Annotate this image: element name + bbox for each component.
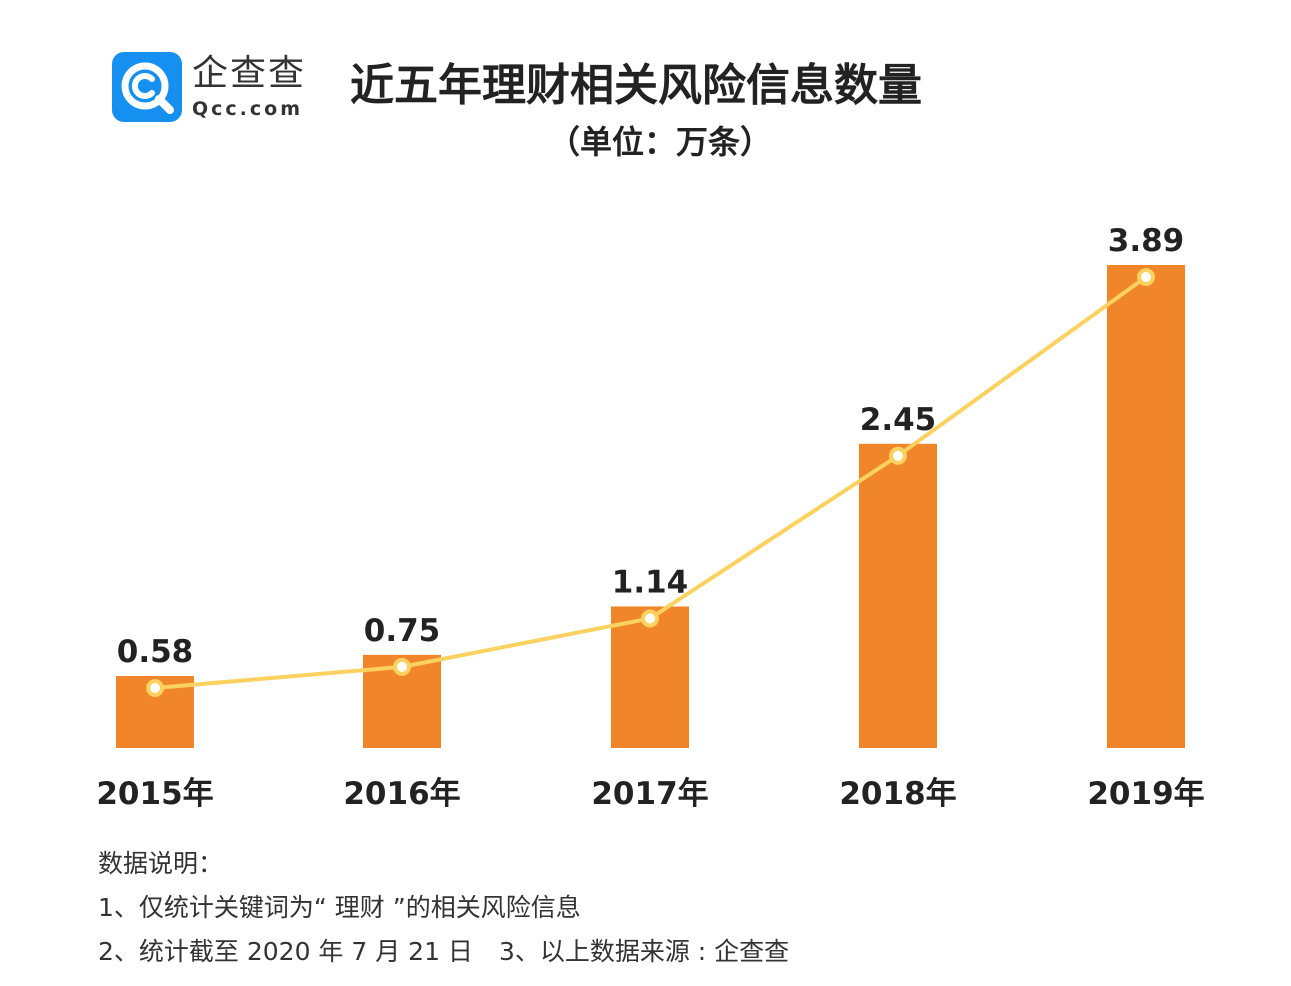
- notes-line-1: 1、仅统计关键词为“ 理财 ”的相关风险信息: [98, 893, 581, 922]
- qcc-logo: 企查查 Qcc.com: [112, 52, 312, 124]
- notes-line-2: 2、统计截至 2020 年 7 月 21 日 3、以上数据来源 : 企查查: [98, 930, 789, 974]
- value-label-4: 3.89: [1108, 223, 1185, 259]
- bar-2: [611, 606, 689, 748]
- value-label-1: 0.75: [364, 613, 441, 649]
- logo-name-en: Qcc.com: [192, 98, 304, 120]
- value-label-2: 1.14: [612, 564, 689, 600]
- data-notes: 数据说明： 1、仅统计关键词为“ 理财 ”的相关风险信息 2、统计截至 2020…: [98, 842, 789, 974]
- chart-title: 近五年理财相关风险信息数量: [350, 60, 922, 111]
- category-label-0: 2015年: [96, 776, 213, 812]
- qcc-logo-icon: [112, 52, 182, 122]
- category-label-4: 2019年: [1087, 776, 1204, 812]
- notes-line-2a: 2、统计截至 2020 年 7 月 21 日: [98, 937, 473, 966]
- category-label-3: 2018年: [839, 776, 956, 812]
- chart-subtitle: （单位：万条）: [548, 123, 773, 161]
- value-label-0: 0.58: [117, 634, 194, 670]
- trend-point-1: [393, 657, 411, 676]
- value-label-3: 2.45: [860, 402, 937, 438]
- trend-point-0: [146, 678, 164, 697]
- bar-4: [1107, 265, 1185, 748]
- notes-heading: 数据说明：: [98, 849, 224, 878]
- trend-point-2: [641, 609, 659, 628]
- logo-name-cn: 企查查: [192, 53, 307, 94]
- trend-point-4: [1137, 268, 1155, 286]
- category-label-2: 2017年: [591, 776, 708, 812]
- category-label-1: 2016年: [343, 776, 460, 812]
- trend-point-3: [889, 446, 907, 465]
- notes-line-2b: 3、以上数据来源 : 企查查: [498, 937, 790, 966]
- bar-3: [859, 443, 937, 748]
